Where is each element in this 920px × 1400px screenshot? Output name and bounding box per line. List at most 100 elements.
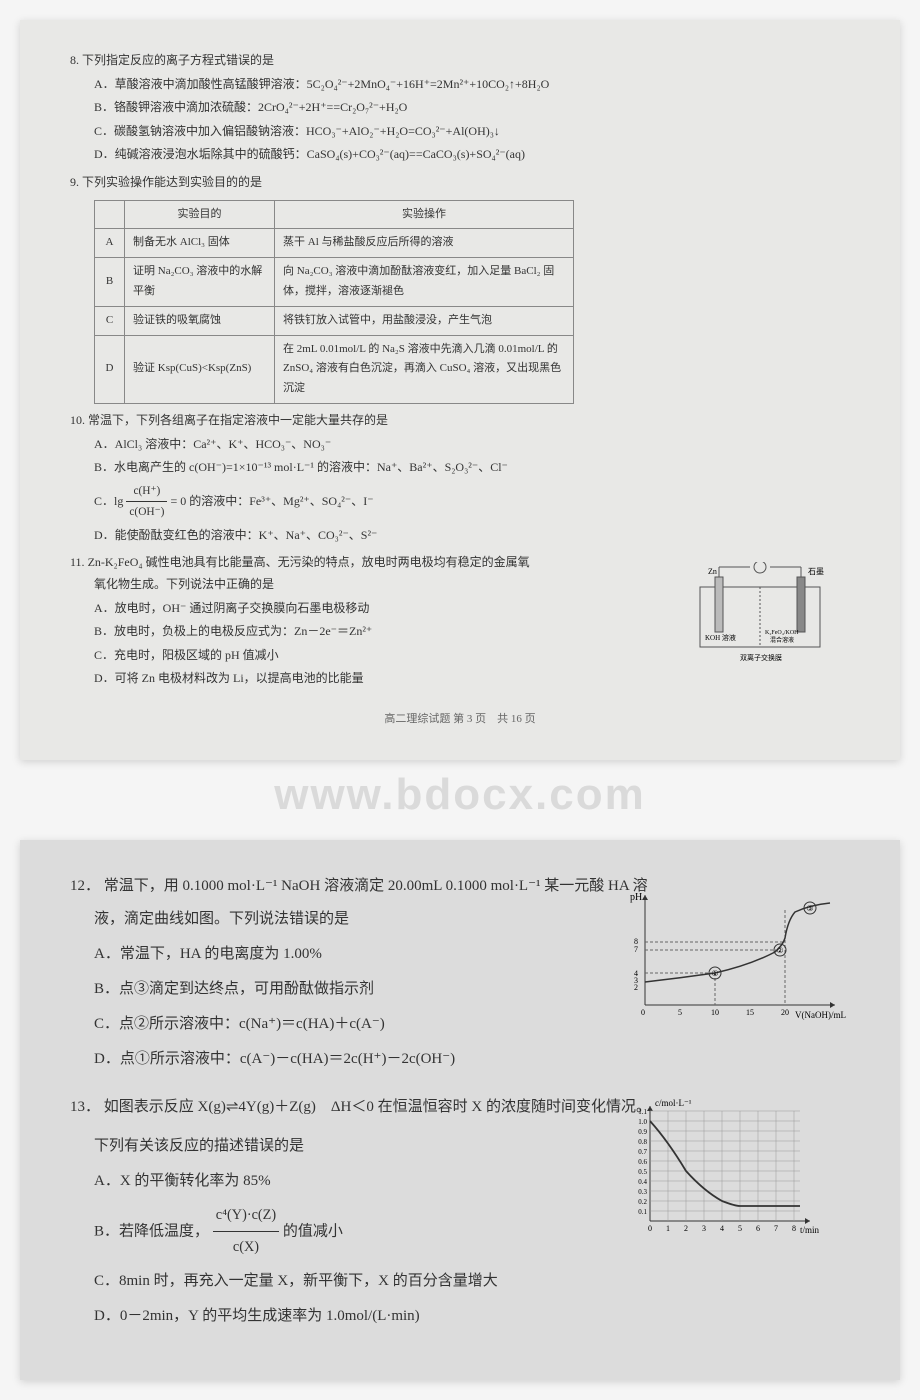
q9-cell: 将铁钉放入试管中，用盐酸浸没，产生气泡: [275, 306, 574, 335]
fraction: c⁴(Y)·c(Z) c(X): [213, 1200, 279, 1264]
marker-3: ③: [806, 904, 813, 913]
svg-text:0: 0: [648, 1224, 652, 1233]
label-membrane: 双离子交换膜: [740, 653, 782, 662]
svg-text:1: 1: [666, 1224, 670, 1233]
q8-option-d: D．纯碱溶液浸泡水垢除其中的硫酸钙：CaSO₄(s)+CO₃²⁻(aq)==Ca…: [70, 144, 850, 166]
frac-num: c⁴(Y)·c(Z): [213, 1200, 279, 1232]
q13-option-d: D．0－2min，Y 的平均生成速率为 1.0mol/(L·min): [70, 1300, 850, 1333]
q9-cell: 在 2mL 0.01mol/L 的 Na₂S 溶液中先滴入几滴 0.01mol/…: [275, 335, 574, 403]
frac-num: c(H⁺): [126, 481, 167, 503]
table-row: A 制备无水 AlCl₃ 固体 蒸干 Al 与稀盐酸反应后所得的溶液: [95, 229, 574, 258]
q8-option-a: A．草酸溶液中滴加酸性高锰酸钾溶液：5C₂O₄²⁻+2MnO₄⁻+16H⁺=2M…: [70, 74, 850, 96]
question-11: 11. Zn-K₂FeO₄ 碱性电池具有比能量高、无污染的特点，放电时两电极均有…: [70, 552, 850, 690]
question-9: 9. 下列实验操作能达到实验目的的是 实验目的 实验操作 A 制备无水 AlCl…: [70, 172, 850, 404]
svg-text:0.9: 0.9: [638, 1128, 647, 1136]
table-row: 实验目的 实验操作: [95, 200, 574, 229]
svg-text:0.5: 0.5: [638, 1168, 647, 1176]
titration-curve-chart: pH V(NaOH)/mL 0 5 10 15 20 2 3 4 7 8 ①: [620, 890, 850, 1020]
q9-number: 9.: [70, 175, 79, 189]
table-row: D 验证 Ksp(CuS)<Ksp(ZnS) 在 2mL 0.01mol/L 的…: [95, 335, 574, 403]
label-zn: Zn: [708, 567, 717, 576]
frac-den: c(X): [213, 1232, 279, 1263]
q10-c-pre: C．lg: [94, 494, 123, 508]
xticks: 012 345 678: [648, 1224, 796, 1233]
marker-1: ①: [711, 969, 718, 978]
svg-text:5: 5: [738, 1224, 742, 1233]
battery-diagram-icon: Zn 石墨 KOH 溶液 K₂FeO₄/KOH 混合溶液 双离子交换膜: [690, 562, 830, 672]
fraction: c(H⁺) c(OH⁻): [126, 481, 167, 523]
q10-option-b: B．水电离产生的 c(OH⁻)=1×10⁻¹³ mol·L⁻¹ 的溶液中：Na⁺…: [70, 457, 850, 479]
q10-option-a: A．AlCl₃ 溶液中：Ca²⁺、K⁺、HCO₃⁻、NO₃⁻: [70, 434, 850, 456]
question-8: 8. 下列指定反应的离子方程式错误的是 A．草酸溶液中滴加酸性高锰酸钾溶液：5C…: [70, 50, 850, 166]
q9-cell: 证明 Na₂CO₃ 溶液中的水解平衡: [125, 258, 275, 307]
tick: 4: [634, 969, 638, 978]
ylabel: pH: [630, 892, 642, 903]
q12-number: 12．: [70, 878, 100, 894]
q11-stem: Zn-K₂FeO₄ 碱性电池具有比能量高、无污染的特点，放电时两电极均有稳定的金…: [88, 555, 530, 569]
q8-number: 8.: [70, 53, 79, 67]
question-12: 12． 常温下，用 0.1000 mol·L⁻¹ NaOH 溶液滴定 20.00…: [70, 870, 850, 1076]
svg-text:0.6: 0.6: [638, 1158, 647, 1166]
label-mix2: 混合溶液: [770, 636, 794, 644]
tick: 7: [634, 945, 638, 954]
q12-option-d: D．点①所示溶液中：c(A⁻)－c(HA)＝2c(H⁺)－2c(OH⁻): [70, 1043, 850, 1076]
q12-stem1: 常温下，用 0.1000 mol·L⁻¹ NaOH 溶液滴定 20.00mL 0…: [104, 878, 648, 894]
svg-text:0.4: 0.4: [638, 1178, 647, 1186]
q13-b-post: 的值减小: [283, 1223, 343, 1239]
tick: 0: [641, 1008, 645, 1017]
svg-text:0.8: 0.8: [638, 1138, 647, 1146]
q13-b-pre: B．若降低温度，: [94, 1223, 209, 1239]
marker-2: ②: [776, 946, 783, 955]
q9-cell: C: [95, 306, 125, 335]
concentration-time-chart: c/mol·L⁻¹ t/min 0.10.20.3 0.40.50.6 0.70…: [620, 1096, 820, 1236]
tick: 8: [634, 937, 638, 946]
page-2: 12． 常温下，用 0.1000 mol·L⁻¹ NaOH 溶液滴定 20.00…: [20, 840, 900, 1380]
q10-c-post: = 0 的溶液中：Fe³⁺、Mg²⁺、SO₄²⁻、I⁻: [170, 494, 373, 508]
q9-th-2: 实验操作: [275, 200, 574, 229]
label-graphite: 石墨: [808, 567, 824, 576]
q13-option-c: C．8min 时，再充入一定量 X，新平衡下，X 的百分含量增大: [70, 1265, 850, 1298]
table-row: C 验证铁的吸氧腐蚀 将铁钉放入试管中，用盐酸浸没，产生气泡: [95, 306, 574, 335]
question-10: 10. 常温下，下列各组离子在指定溶液中一定能大量共存的是 A．AlCl₃ 溶液…: [70, 410, 850, 546]
tick: 10: [711, 1008, 719, 1017]
watermark: www.bdocx.com: [0, 770, 920, 820]
q9-cell: A: [95, 229, 125, 258]
q9-cell: 制备无水 AlCl₃ 固体: [125, 229, 275, 258]
svg-text:0.7: 0.7: [638, 1148, 647, 1156]
label-mix: K₂FeO₄/KOH: [765, 630, 799, 636]
svg-text:8: 8: [792, 1224, 796, 1233]
q9-stem: 下列实验操作能达到实验目的的是: [82, 175, 262, 189]
q11-number: 11.: [70, 555, 85, 569]
svg-text:4: 4: [720, 1224, 724, 1233]
q8-stem: 下列指定反应的离子方程式错误的是: [82, 53, 274, 67]
svg-text:0.2: 0.2: [638, 1198, 647, 1206]
page-1: 8. 下列指定反应的离子方程式错误的是 A．草酸溶液中滴加酸性高锰酸钾溶液：5C…: [20, 20, 900, 760]
svg-text:1.0: 1.0: [638, 1118, 647, 1126]
svg-text:7: 7: [774, 1224, 778, 1233]
ylabel: c/mol·L⁻¹: [655, 1098, 692, 1108]
page-footer: 高二理综试题 第 3 页 共 16 页: [70, 710, 850, 730]
xlabel: V(NaOH)/mL: [795, 1010, 846, 1020]
q9-table: 实验目的 实验操作 A 制备无水 AlCl₃ 固体 蒸干 Al 与稀盐酸反应后所…: [94, 200, 574, 404]
q8-option-b: B．铬酸钾溶液中滴加浓硫酸：2CrO₄²⁻+2H⁺==Cr₂O₇²⁻+H₂O: [70, 97, 850, 119]
q9-cell: 向 Na₂CO₃ 溶液中滴加酚酞溶液变红，加入足量 BaCl₂ 固体，搅拌，溶液…: [275, 258, 574, 307]
q9-cell: 验证铁的吸氧腐蚀: [125, 306, 275, 335]
xlabel: t/min: [800, 1225, 820, 1235]
yticks: 0.10.20.3 0.40.50.6 0.70.80.9 1.01.1: [638, 1108, 647, 1216]
q13-stem: 如图表示反应 X(g)⇌4Y(g)＋Z(g) ΔH＜0 在恒温恒容时 X 的浓度…: [104, 1099, 651, 1115]
q10-number: 10.: [70, 413, 85, 427]
svg-text:6: 6: [756, 1224, 760, 1233]
svg-text:1.1: 1.1: [638, 1108, 647, 1116]
q9-th-1: 实验目的: [125, 200, 275, 229]
q9-cell: 蒸干 Al 与稀盐酸反应后所得的溶液: [275, 229, 574, 258]
q10-option-d: D．能使酚酞变红色的溶液中：K⁺、Na⁺、CO₃²⁻、S²⁻: [70, 525, 850, 547]
question-13: 13． 如图表示反应 X(g)⇌4Y(g)＋Z(g) ΔH＜0 在恒温恒容时 X…: [70, 1091, 850, 1334]
frac-den: c(OH⁻): [126, 502, 167, 523]
tick: 15: [746, 1008, 754, 1017]
label-koh: KOH 溶液: [705, 633, 736, 642]
tick: 5: [678, 1008, 682, 1017]
svg-text:2: 2: [684, 1224, 688, 1233]
tick: 20: [781, 1008, 789, 1017]
q10-option-c: C．lg c(H⁺) c(OH⁻) = 0 的溶液中：Fe³⁺、Mg²⁺、SO₄…: [70, 481, 850, 523]
q13-number: 13．: [70, 1099, 100, 1115]
